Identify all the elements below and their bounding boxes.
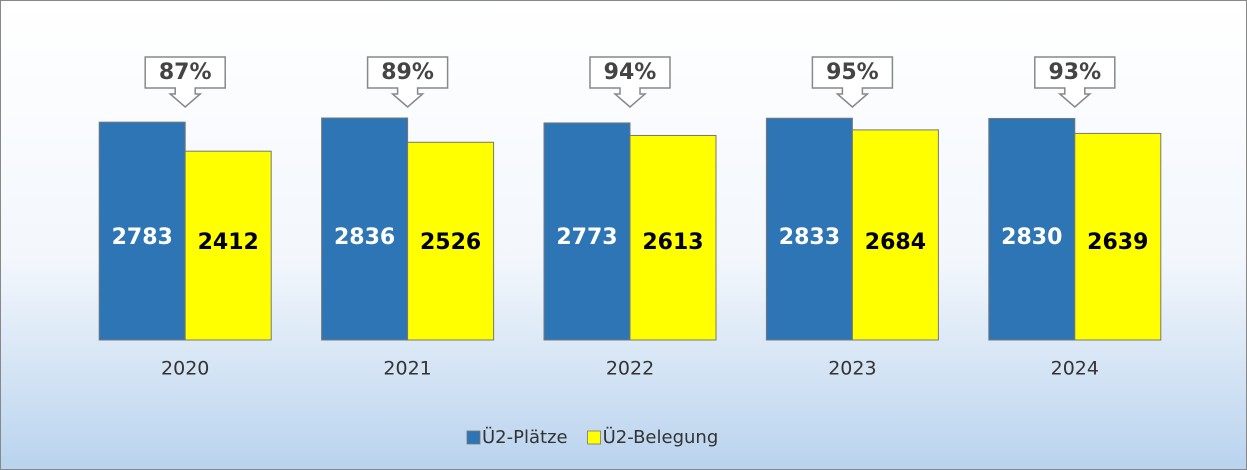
callout-box	[589, 56, 671, 108]
x-tick-label: 2022	[606, 358, 654, 380]
bar	[629, 134, 717, 341]
x-tick-label: 2020	[161, 358, 209, 380]
bar	[407, 141, 495, 341]
data-label: 2773	[556, 225, 617, 250]
bar	[321, 117, 409, 341]
annotation: 93%	[1048, 60, 1101, 85]
bar	[851, 129, 939, 341]
data-label: 2412	[198, 230, 259, 255]
callout-box	[144, 56, 226, 108]
callout-box	[811, 56, 894, 108]
data-label: 2836	[334, 225, 395, 250]
bar	[765, 117, 853, 341]
legend-label: Ü2-Belegung	[603, 426, 719, 448]
data-label: 2526	[420, 230, 481, 255]
legend-swatch	[587, 430, 601, 445]
callout-box	[366, 56, 449, 108]
legend-label: Ü2-Plätze	[482, 426, 568, 448]
annotation: 89%	[381, 60, 434, 85]
bar	[1074, 132, 1162, 341]
data-label: 2613	[642, 230, 703, 255]
data-label: 2830	[1001, 225, 1062, 250]
data-label: 2684	[865, 230, 926, 255]
bar	[98, 121, 186, 341]
data-label: 2833	[779, 225, 840, 250]
x-tick-label: 2023	[828, 358, 876, 380]
data-label: 2783	[112, 225, 173, 250]
annotation: 95%	[826, 60, 879, 85]
legend-swatch	[466, 430, 481, 445]
annotation: 94%	[604, 60, 657, 85]
bar	[543, 122, 631, 341]
data-label: 2639	[1087, 230, 1148, 255]
bar	[184, 150, 272, 341]
callout-box	[1034, 56, 1116, 108]
annotation: 87%	[159, 60, 212, 85]
x-tick-label: 2021	[383, 358, 431, 380]
x-tick-label: 2024	[1051, 358, 1099, 380]
